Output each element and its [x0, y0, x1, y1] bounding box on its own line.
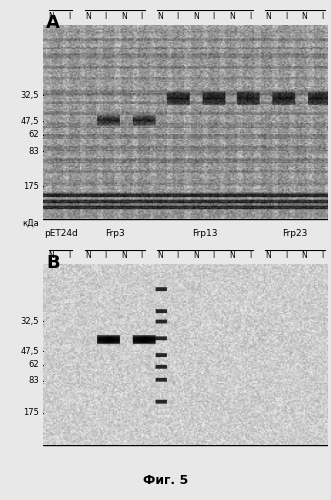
Bar [43, 26, 328, 219]
Text: N: N [85, 12, 90, 21]
Text: 62: 62 [28, 360, 39, 369]
Text: N: N [121, 252, 126, 260]
Bar [43, 264, 328, 445]
Text: Frp13: Frp13 [192, 228, 217, 237]
Text: N: N [265, 252, 271, 260]
Text: N: N [301, 12, 307, 21]
Text: I: I [141, 252, 143, 260]
Text: Фиг. 5: Фиг. 5 [143, 474, 188, 488]
Text: N: N [85, 252, 90, 260]
Text: 32,5: 32,5 [20, 91, 39, 100]
Text: 175: 175 [23, 408, 39, 417]
Text: 47,5: 47,5 [20, 346, 39, 356]
Text: I: I [69, 12, 71, 21]
Text: I: I [321, 252, 323, 260]
Text: 32,5: 32,5 [20, 317, 39, 326]
Text: pET24d: pET24d [44, 228, 77, 237]
Text: I: I [285, 252, 287, 260]
Text: 83: 83 [28, 376, 39, 386]
Text: I: I [105, 12, 107, 21]
Text: кДа: кДа [22, 218, 39, 227]
Text: I: I [69, 252, 71, 260]
Text: I: I [213, 12, 215, 21]
Text: N: N [49, 12, 54, 21]
Text: N: N [49, 252, 54, 260]
Text: 83: 83 [28, 147, 39, 156]
Text: N: N [265, 12, 271, 21]
Text: I: I [213, 252, 215, 260]
Text: N: N [121, 12, 126, 21]
Text: I: I [321, 12, 323, 21]
Text: N: N [301, 252, 307, 260]
Text: B: B [46, 254, 60, 272]
Text: Frp23: Frp23 [282, 228, 307, 237]
Text: N: N [193, 252, 199, 260]
Text: N: N [157, 12, 163, 21]
Text: A: A [46, 14, 60, 32]
Text: N: N [157, 252, 163, 260]
Text: I: I [249, 252, 251, 260]
Text: 47,5: 47,5 [20, 117, 39, 126]
Text: I: I [285, 12, 287, 21]
Text: 62: 62 [28, 130, 39, 140]
Text: I: I [249, 12, 251, 21]
Text: I: I [177, 12, 179, 21]
Text: N: N [229, 252, 235, 260]
Text: Frp3: Frp3 [105, 228, 124, 237]
Text: I: I [177, 252, 179, 260]
Text: 175: 175 [23, 182, 39, 190]
Text: N: N [193, 12, 199, 21]
Text: N: N [229, 12, 235, 21]
Text: I: I [105, 252, 107, 260]
Text: I: I [141, 12, 143, 21]
